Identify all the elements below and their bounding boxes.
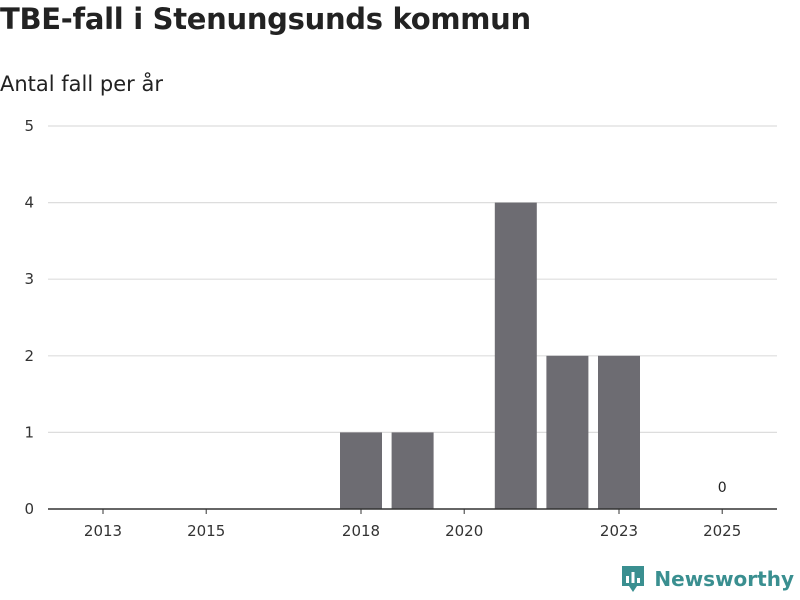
y-tick-label: 1 [24, 423, 34, 441]
y-tick-label: 4 [24, 194, 34, 212]
x-tick-label: 2023 [600, 522, 638, 540]
data-label: 0 [718, 480, 727, 496]
brand-logo: Newsworthy [620, 564, 794, 594]
y-tick-label: 0 [24, 500, 34, 518]
chart-title: TBE-fall i Stenungsunds kommun [0, 2, 531, 36]
x-tick-label: 2018 [342, 522, 380, 540]
bar-2021 [494, 202, 537, 509]
x-tick-label: 2025 [703, 522, 741, 540]
y-tick-label: 3 [24, 270, 34, 288]
chart-subtitle: Antal fall per år [0, 72, 163, 96]
y-tick-label: 2 [24, 347, 34, 365]
bar-2023 [598, 355, 640, 509]
newsworthy-logo-icon [622, 566, 645, 592]
x-tick-label: 2020 [445, 522, 483, 540]
bar-2018 [340, 432, 382, 509]
y-tick-label: 5 [24, 117, 34, 135]
x-tick-label: 2015 [187, 522, 225, 540]
bar-2022 [546, 355, 589, 509]
brand-name: Newsworthy [654, 567, 794, 591]
bar-2019 [391, 432, 434, 509]
x-tick-label: 2013 [84, 522, 122, 540]
